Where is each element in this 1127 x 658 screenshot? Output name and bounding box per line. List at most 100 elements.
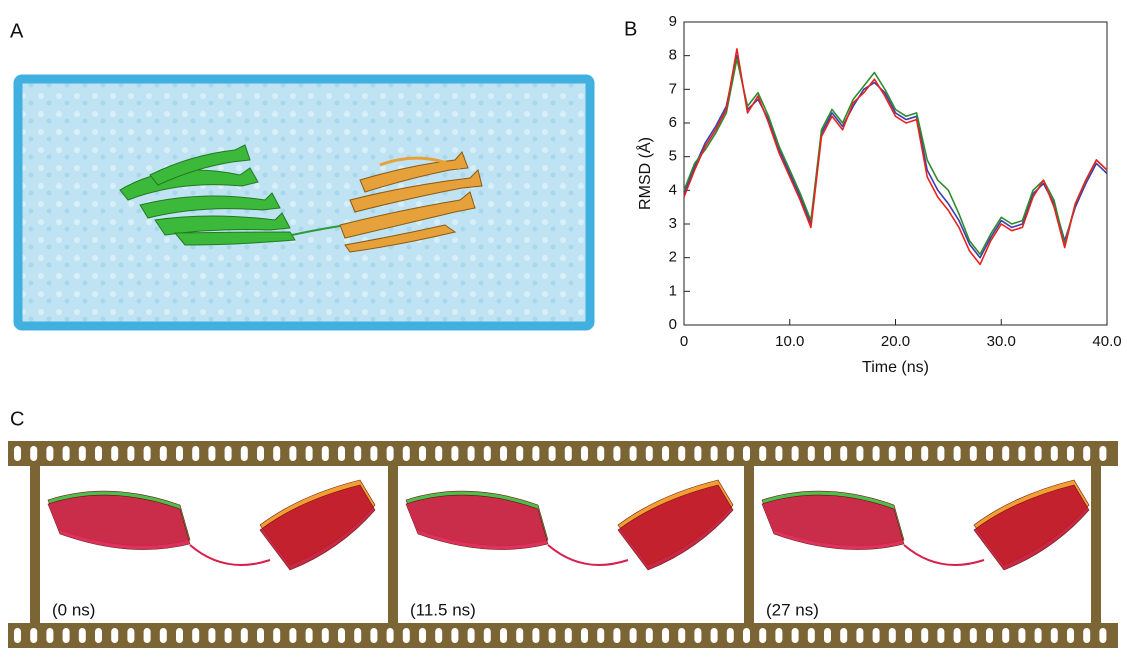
film-hole: [921, 446, 929, 461]
rmsd-line: [683, 58, 1108, 256]
film-hole: [483, 628, 491, 643]
film-hole: [548, 628, 556, 643]
film-hole: [953, 446, 961, 461]
film-hole: [127, 628, 135, 643]
film-hole: [564, 628, 572, 643]
film-hole: [516, 628, 524, 643]
frame-proteins: [47, 479, 376, 571]
protein-ribbon: [47, 494, 191, 550]
film-hole: [14, 628, 21, 643]
film-hole: [159, 446, 167, 461]
film-hole: [726, 446, 734, 461]
film-hole: [905, 628, 912, 643]
film-hole: [111, 446, 119, 461]
film-hole: [95, 628, 102, 643]
film-hole: [451, 628, 459, 643]
film-hole: [1083, 446, 1091, 461]
film-band: [8, 623, 1118, 648]
film-hole: [694, 628, 702, 643]
film-hole: [662, 446, 669, 461]
film-hole: [30, 446, 38, 461]
film-hole: [30, 628, 38, 643]
film-hole: [1002, 628, 1010, 643]
film-hole: [46, 446, 54, 461]
y-tick-label: 0: [669, 316, 677, 333]
y-tick-label: 7: [669, 80, 677, 97]
film-hole: [467, 628, 475, 643]
film-hole: [143, 628, 151, 643]
film-hole: [305, 628, 313, 643]
y-tick-label: 5: [669, 148, 677, 165]
film-hole: [710, 446, 718, 461]
film-hole: [321, 446, 329, 461]
film-hole: [289, 446, 297, 461]
film-hole: [645, 628, 653, 643]
film-hole: [791, 446, 799, 461]
film-hole: [743, 446, 750, 461]
film-hole: [759, 628, 767, 643]
frame-label: (27 ns): [766, 600, 819, 619]
film-hole: [775, 446, 783, 461]
y-tick-label: 8: [669, 47, 677, 64]
film-hole: [402, 628, 410, 643]
film-divider: [30, 466, 40, 623]
film-hole: [532, 628, 540, 643]
film-hole: [240, 628, 248, 643]
film-hole: [321, 628, 329, 643]
film-hole: [791, 628, 799, 643]
film-hole: [678, 446, 686, 461]
film-hole: [289, 628, 297, 643]
film-hole: [192, 628, 200, 643]
frame-proteins: [405, 479, 734, 571]
film-hole: [905, 446, 912, 461]
protein-ribbon: [973, 484, 1090, 571]
film-hole: [872, 446, 880, 461]
film-hole: [354, 446, 362, 461]
film-hole: [872, 628, 880, 643]
film-hole: [824, 628, 831, 643]
film-hole: [856, 628, 864, 643]
film-hole: [1050, 628, 1058, 643]
film-hole: [78, 446, 86, 461]
film-hole: [1067, 446, 1074, 461]
film-hole: [111, 628, 119, 643]
film-hole: [338, 628, 345, 643]
panel-label: B: [624, 18, 637, 40]
film-hole: [257, 628, 264, 643]
protein-ribbon: [617, 484, 734, 571]
film-hole: [257, 446, 264, 461]
film-hole: [46, 628, 54, 643]
film-hole: [807, 446, 815, 461]
film-hole: [629, 628, 637, 643]
x-tick-label: 20.0: [881, 333, 910, 350]
film-hole: [159, 628, 167, 643]
film-hole: [775, 628, 783, 643]
rmsd-chart: 0 1 2 3 4 5 6 7 8 9 0 10.0 20.0 30.0 40.0 Time (ns) RMSD…: [635, 13, 1121, 376]
film-hole: [419, 628, 426, 643]
film-hole: [1018, 628, 1026, 643]
film-hole: [532, 446, 540, 461]
film-hole: [435, 628, 443, 643]
rmsd-line: [683, 54, 1108, 259]
film-hole: [937, 446, 945, 461]
film-hole: [888, 446, 896, 461]
film-hole: [581, 628, 588, 643]
y-tick-label: 6: [669, 114, 677, 131]
film-hole: [208, 628, 216, 643]
water-box: [13, 74, 595, 331]
rmsd-line: [683, 48, 1108, 266]
film-hole: [807, 628, 815, 643]
linker: [291, 225, 341, 236]
film-hole: [921, 628, 929, 643]
protein-green: [119, 144, 296, 246]
film-hole: [645, 446, 653, 461]
y-tick-label: 9: [669, 13, 677, 30]
film-hole: [95, 446, 102, 461]
film-hole: [986, 446, 993, 461]
film-hole: [824, 446, 831, 461]
film-strip: (0 ns) (11.5 ns) (27 ns): [8, 441, 1118, 648]
film-hole: [1067, 628, 1074, 643]
x-tick-label: 0: [680, 333, 688, 350]
film-hole: [613, 446, 621, 461]
